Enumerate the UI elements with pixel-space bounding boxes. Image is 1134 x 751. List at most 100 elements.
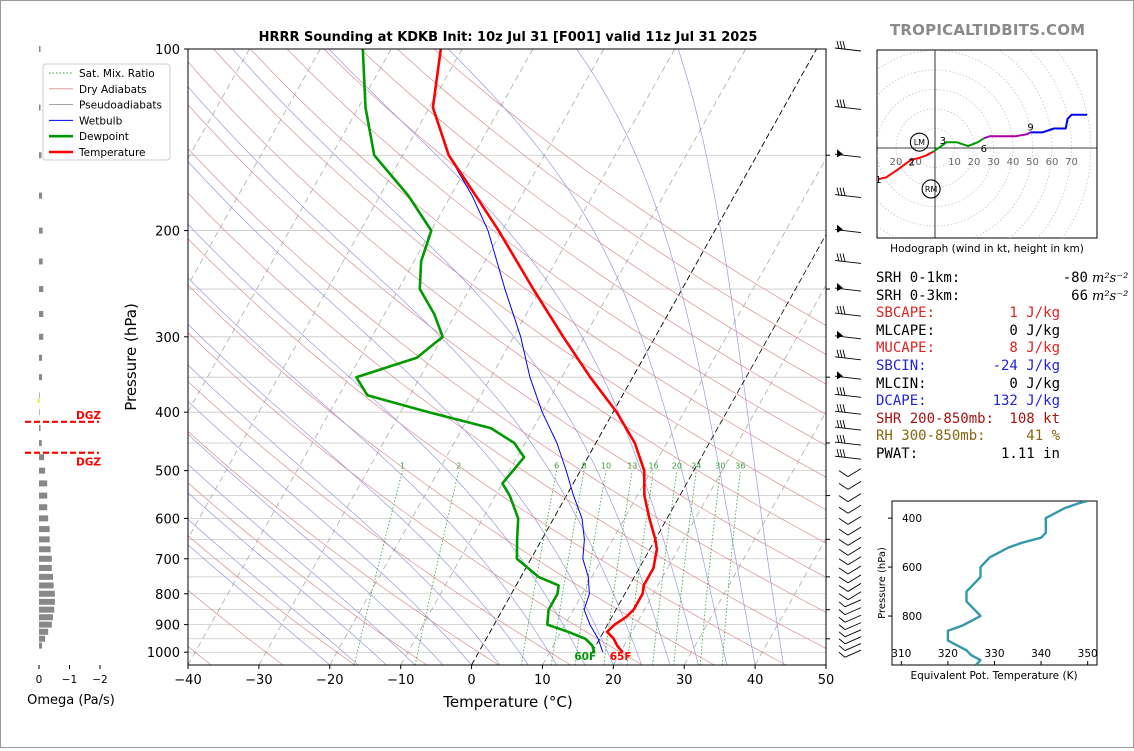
isotherm-line	[258, 49, 605, 665]
wind-barb	[834, 40, 862, 52]
moist-adiabat-line	[188, 323, 529, 665]
dry-adiabat-line	[188, 482, 428, 665]
omega-bar	[39, 258, 43, 265]
dgz-label: DGZ	[76, 457, 101, 469]
wind-barb-feather	[844, 636, 862, 645]
wind-barb	[838, 504, 862, 514]
wind-barb	[838, 574, 862, 584]
wind-barb-shaft	[838, 470, 849, 478]
hodograph-ring-label: 10	[909, 157, 922, 168]
skewt-profiles	[355, 49, 659, 654]
moist-adiabat-line	[188, 160, 614, 665]
wind-barb-feather	[847, 536, 862, 546]
omega-bar	[39, 590, 55, 597]
isotherm-line	[188, 49, 392, 413]
mixing-ratio-line	[603, 470, 633, 665]
dry-adiabat-line	[188, 380, 571, 665]
wind-barb	[838, 649, 862, 658]
wind-barb-feather	[847, 565, 862, 575]
mixing-ratio-label: 16	[648, 462, 658, 471]
theta-e-x-tick-label: 350	[1078, 648, 1098, 660]
hodograph-ring-label: 50	[1026, 157, 1039, 168]
isotherm-line	[542, 157, 826, 665]
wind-barb-feather	[839, 434, 843, 444]
stat-unit: m²s⁻²	[1092, 288, 1129, 304]
wind-barb-feather	[836, 99, 840, 108]
wind-barb-shaft	[838, 616, 846, 623]
wind-barb-pennant	[837, 283, 843, 292]
wind-barb	[838, 493, 862, 502]
skewt-xlabel: Temperature (°C)	[442, 693, 572, 711]
storm-motion-label: RM	[925, 185, 938, 194]
x-tick-label: 40	[747, 673, 764, 688]
isotherm-line	[329, 49, 676, 665]
omega-bar	[39, 555, 52, 562]
wind-barb	[834, 349, 862, 361]
wind-barb-feather	[844, 622, 862, 631]
storm-motion-marker	[909, 132, 929, 152]
mixing-ratio-label: 24	[691, 462, 701, 471]
wind-barb-feather	[839, 187, 843, 196]
stat-value: 108 kt	[1009, 410, 1060, 427]
wind-barb-feather	[836, 187, 840, 196]
dry-adiabat-line	[188, 61, 826, 544]
stat-row: SBCIN: -24 J/kg	[876, 358, 1126, 376]
wind-barb-shaft	[838, 518, 849, 525]
omega-bar	[39, 628, 49, 635]
x-tick-label: 50	[818, 673, 835, 688]
omega-bar	[39, 311, 44, 318]
wind-barb	[838, 481, 862, 490]
wind-barb-shaft	[838, 631, 846, 638]
wind-barb-feather	[847, 583, 862, 592]
skewt-annotations: 60F 65F	[574, 651, 631, 663]
stat-label: PWAT:	[876, 445, 919, 462]
stat-row: MLCAPE: 0 J/kg	[876, 323, 1126, 341]
wind-barb-feather	[847, 481, 862, 490]
mixing-ratio-line	[521, 470, 558, 665]
wind-barb-feather	[839, 387, 843, 396]
wind-barb-shaft	[838, 593, 849, 601]
omega-bar	[39, 564, 52, 571]
mixing-ratio-label: 2	[456, 462, 461, 471]
omega-x-tick-label: −2	[92, 674, 107, 686]
surface-dewpoint-label: 60F	[574, 651, 596, 663]
wind-barb-shaft	[838, 567, 849, 575]
omega-bar	[39, 536, 50, 543]
mixing-ratio-label: 1	[400, 462, 405, 471]
wind-barb-pennant	[837, 149, 843, 158]
omega-bar	[39, 454, 45, 461]
wind-barb-feather	[836, 404, 840, 413]
stat-label: SHR 200-850mb:	[876, 410, 995, 427]
wind-barb-feather	[842, 387, 846, 396]
wind-barb-shaft	[838, 558, 849, 566]
moist-adiabat-line	[448, 49, 728, 665]
theta-e-xlabel: Equivalent Pot. Temperature (K)	[910, 670, 1077, 682]
wind-barb-feather	[847, 556, 862, 566]
stat-value: 0 J/kg	[1009, 375, 1060, 392]
moist-adiabat-line	[188, 433, 444, 665]
omega-bar	[39, 286, 44, 293]
stat-label: MLCAPE:	[876, 322, 936, 339]
wind-barb	[834, 330, 862, 340]
theta-e-x-tick-label: 330	[984, 648, 1004, 660]
wind-barb-shaft	[838, 576, 849, 584]
dry-adiabat-line	[188, 238, 787, 665]
skewt-gridlines: 1 2 6 8 10 13 16 20 24 30 36	[188, 49, 826, 665]
hodograph-frame	[876, 49, 1098, 239]
storm-motion-label: LM	[914, 138, 925, 147]
theta-e-ylabel: Pressure (hPa)	[877, 547, 888, 619]
theta-e-x-tick-label: 320	[938, 648, 958, 660]
y-tick-label: 100	[155, 43, 180, 58]
wind-barb	[838, 599, 862, 608]
wind-barb	[838, 591, 862, 601]
omega-bar	[39, 46, 41, 52]
dry-adiabat-line	[360, 49, 826, 385]
wind-barb	[834, 99, 862, 110]
omega-xlabel: Omega (Pa/s)	[27, 693, 115, 708]
skewt-title: HRRR Sounding at KDKB Init: 10z Jul 31 […	[259, 30, 758, 45]
wind-barb-feather	[842, 99, 846, 108]
omega-bar	[39, 192, 43, 199]
stat-row: DCAPE: 132 J/kg	[876, 393, 1126, 411]
wind-barb	[838, 622, 862, 631]
